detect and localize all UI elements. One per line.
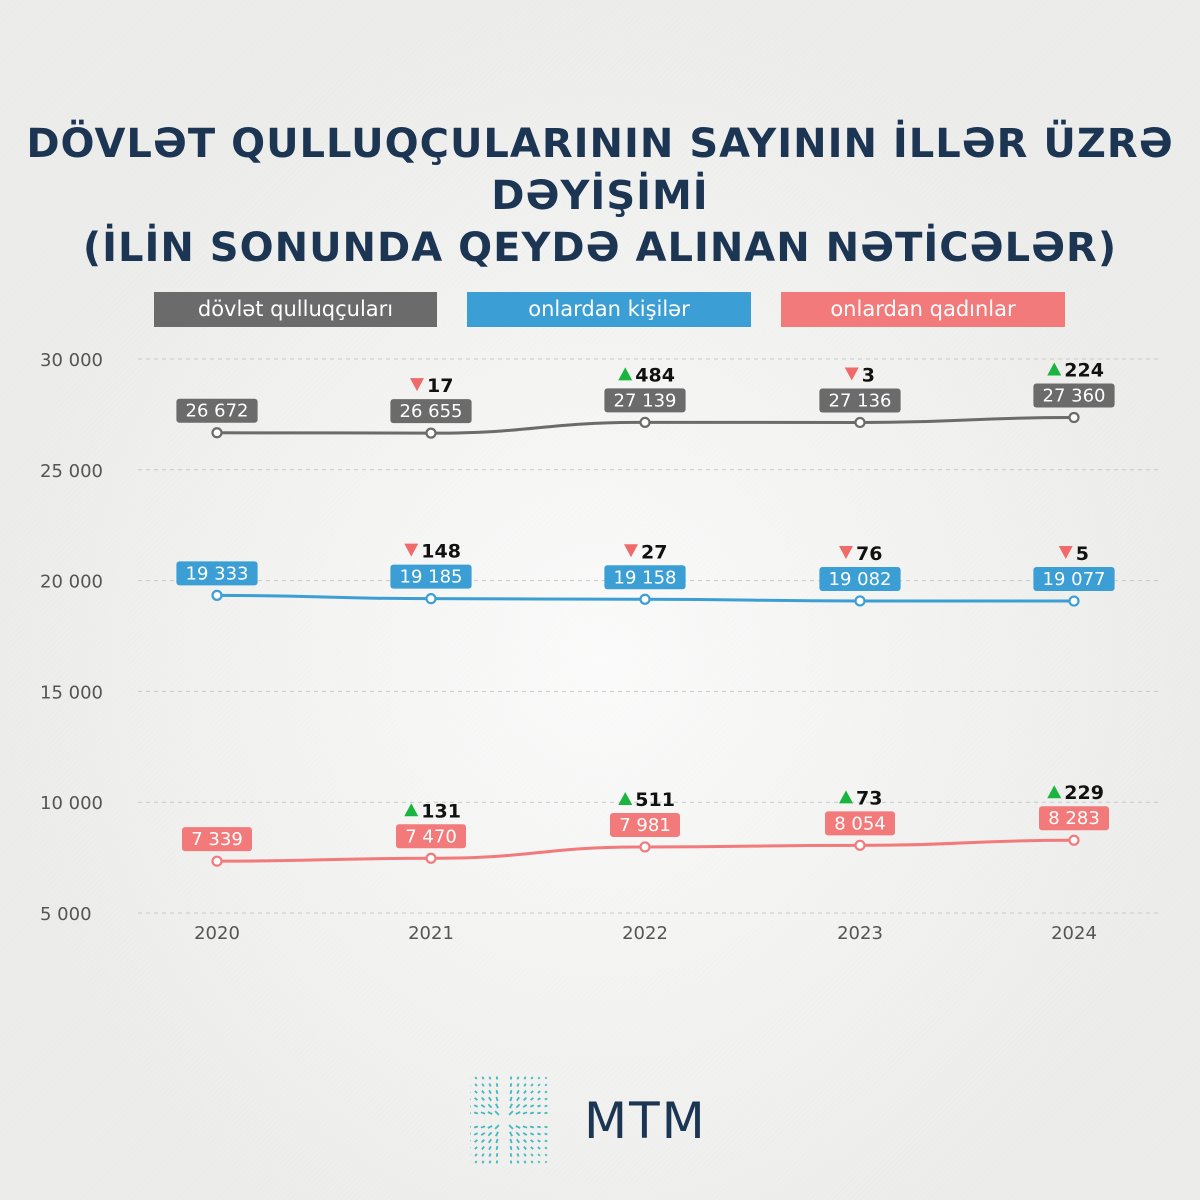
data-label-box [176,398,258,423]
triangle-up-icon [1047,785,1062,799]
data-label-box [1039,806,1109,831]
y-tick-label: 5 000 [40,904,92,925]
x-tick-label: 2022 [622,923,668,944]
data-label: 8 054 [834,813,886,834]
triangle-down-icon [624,544,638,558]
x-axis: 2020 2021 2022 2023 2024 [194,923,1097,944]
data-label: 19 082 [829,569,892,590]
data-label: 27 360 [1043,386,1106,407]
triangle-down-icon [404,543,419,557]
triangle-up-icon [1047,362,1062,376]
starburst-grid-logo-icon [470,1076,548,1164]
data-label-box [604,565,686,590]
data-label-box [176,561,258,586]
change-label: 511 [635,789,675,811]
change-label: 3 [862,364,875,386]
y-tick-label: 15 000 [40,682,103,703]
title-line-2: (İLİN SONUNDA QEYDƏ ALINAN NƏTİCƏLƏR) [82,225,1118,271]
triangle-up-icon [839,790,853,804]
data-label-box [390,564,472,589]
data-label: 7 339 [191,829,243,850]
x-tick-label: 2020 [194,923,240,944]
data-point [1068,411,1080,424]
legend-item-women: onlardan qadınlar [781,292,1065,327]
change-label: 76 [856,543,882,565]
series-total: 26 672 26 655 17 27 139 484 27 136 3 27 360 224 [176,360,1115,439]
change-label: 229 [1064,782,1104,804]
series-men: 19 333 19 185 148 19 158 27 19 082 76 19 077 5 [176,541,1115,607]
x-tick-label: 2021 [408,923,454,944]
triangle-up-icon [404,803,419,817]
data-label: 27 136 [829,390,892,411]
triangle-down-icon [410,378,424,392]
data-label-box [182,827,252,852]
data-label-box [819,388,901,413]
data-label: 26 655 [400,401,463,422]
data-point [211,855,223,867]
data-point [639,593,651,605]
change-label: 484 [635,364,675,386]
data-label: 19 158 [614,567,677,588]
change-label: 224 [1064,360,1104,382]
data-label: 8 283 [1048,808,1100,829]
legend-item-men: onlardan kişilər [467,292,751,327]
data-label: 19 185 [400,567,463,588]
triangle-up-icon [618,367,633,381]
data-label-box [1033,567,1115,592]
x-tick-label: 2023 [837,923,883,944]
data-point [425,852,437,864]
change-label: 27 [641,541,667,563]
change-label: 17 [427,375,453,397]
y-tick-label: 30 000 [40,350,103,371]
data-label: 7 470 [405,826,457,847]
data-point [854,595,866,607]
data-label-box [819,566,901,591]
data-point [425,593,437,605]
title-line-1: DÖVLƏT QULLUQÇULARININ SAYININ İLLƏR ÜZR… [26,121,1174,219]
data-label: 7 981 [619,815,671,836]
change-label: 148 [421,541,461,563]
data-label: 26 672 [186,401,249,422]
data-label-box [825,811,895,836]
data-point [425,427,437,439]
chart-series: 26 672 26 655 17 27 139 484 27 136 3 27 360 224 1… [176,360,1115,867]
data-point [1068,595,1080,607]
y-tick-label: 25 000 [40,461,103,482]
triangle-down-icon [839,545,853,559]
data-point [854,416,866,429]
change-label: 73 [856,787,882,809]
data-point [639,841,651,853]
y-tick-label: 20 000 [40,572,103,593]
data-label-box [396,824,466,849]
y-axis: 30 000 25 000 20 000 15 000 10 000 5 000 [40,350,103,925]
series-women: 7 339 7 470 131 7 981 511 8 054 73 8 283 229 [182,782,1109,867]
x-tick-label: 2024 [1051,923,1097,944]
brand-name: MTM [584,1092,707,1150]
data-point [211,589,223,601]
data-label: 27 139 [614,390,677,411]
data-point [1068,834,1080,846]
data-point [211,427,223,439]
chart-title: DÖVLƏT QULLUQÇULARININ SAYININ İLLƏR ÜZR… [0,118,1200,274]
triangle-down-icon [1058,546,1073,560]
y-tick-label: 10 000 [40,793,103,814]
chart-grid [138,358,1160,914]
change-label: 131 [421,800,461,822]
data-label-box [390,399,472,424]
data-label: 19 077 [1043,569,1106,590]
data-label-box [604,388,686,413]
change-label: 5 [1076,543,1089,565]
data-label: 19 333 [186,563,249,584]
triangle-up-icon [618,791,633,805]
legend-item-total: dövlət qulluqçuları [154,292,437,327]
data-point [639,416,651,428]
data-label-box [1033,383,1115,408]
data-label-box [610,812,680,837]
triangle-down-icon [844,367,859,381]
data-point [854,839,866,851]
